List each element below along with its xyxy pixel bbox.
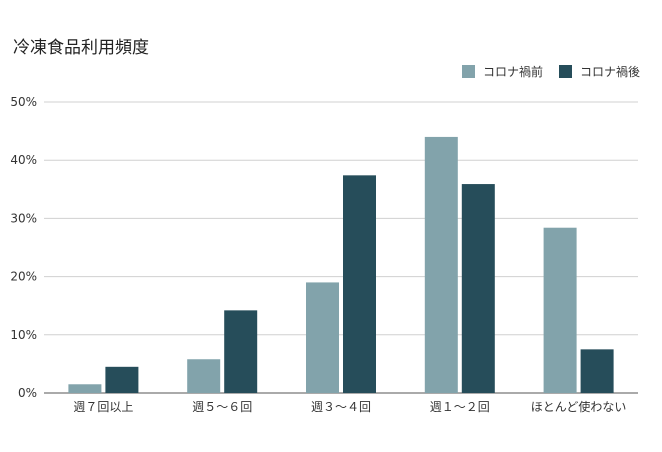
x-tick-label: ほとんど使わない	[531, 399, 627, 414]
bar-after	[580, 349, 614, 393]
bar-after	[343, 175, 376, 393]
bar-before	[68, 384, 102, 393]
bar-before	[306, 282, 339, 393]
legend-swatch-after	[558, 65, 572, 78]
legend: コロナ禍前 コロナ禍後	[461, 63, 640, 80]
bar-after	[461, 184, 495, 393]
bar-after	[105, 366, 139, 393]
y-tick-label: 30%	[10, 211, 37, 225]
legend-label-before: コロナ禍前	[482, 65, 543, 79]
y-tick-label: 20%	[10, 270, 37, 284]
legend-swatch-before	[461, 65, 475, 78]
legend-label-after: コロナ禍後	[579, 65, 640, 79]
legend-item-before: コロナ禍前	[461, 63, 543, 80]
bar-before	[424, 136, 458, 394]
x-tick-label: 週３〜４回	[311, 400, 371, 414]
x-tick-label: 週５〜６回	[192, 400, 252, 414]
y-tick-label: 40%	[10, 153, 37, 167]
legend-item-after: コロナ禍後	[558, 63, 640, 80]
chart-title: 冷凍食品利用頻度	[13, 38, 149, 58]
bar-before	[543, 227, 577, 393]
bar-after	[224, 310, 258, 393]
y-tick-label: 10%	[10, 328, 37, 342]
y-tick-label: 0%	[18, 386, 37, 400]
y-tick-label: 50%	[10, 95, 37, 109]
x-tick-label: 週７回以上	[73, 400, 133, 414]
bar-before	[187, 359, 221, 393]
x-tick-label: 週１〜２回	[430, 400, 490, 414]
